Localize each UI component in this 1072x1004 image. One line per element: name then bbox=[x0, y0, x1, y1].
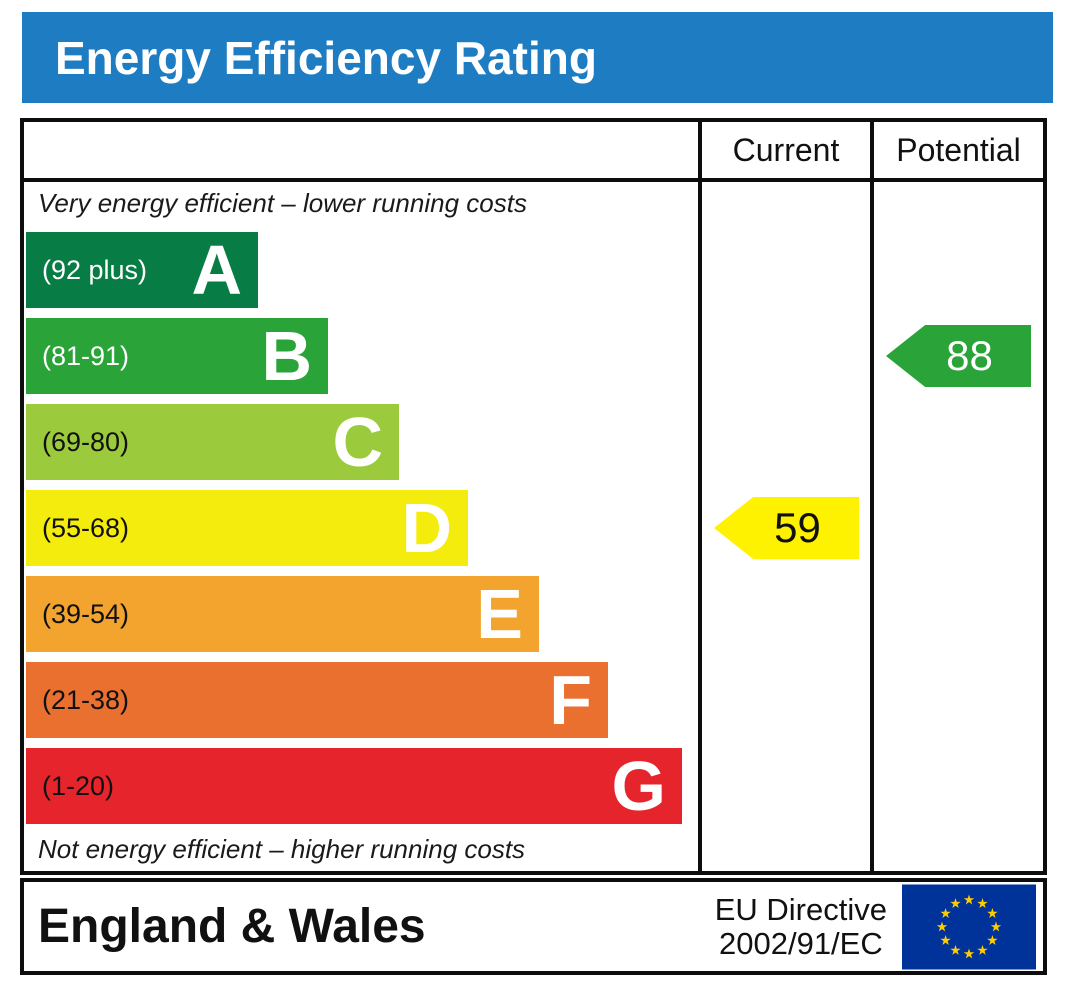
band-letter: F bbox=[549, 661, 592, 739]
band-range-label: (55-68) bbox=[42, 512, 130, 543]
footer-bar: England & Wales EU Directive 2002/91/EC bbox=[20, 878, 1047, 975]
band-b: (81-91) B bbox=[26, 318, 328, 394]
region-label: England & Wales bbox=[38, 900, 426, 953]
band-range-label: (21-38) bbox=[42, 684, 130, 715]
current-rating-pointer: 59 bbox=[714, 497, 859, 559]
header-row-divider bbox=[24, 178, 1043, 182]
band-range-label: (39-54) bbox=[42, 598, 130, 629]
current-column-header: Current bbox=[732, 131, 840, 168]
band-letter: A bbox=[191, 231, 242, 309]
band-range-label: (92 plus) bbox=[42, 254, 148, 285]
band-d: (55-68) D bbox=[26, 490, 468, 566]
band-letter: C bbox=[332, 403, 383, 481]
bottom-caption: Not energy efficient – higher running co… bbox=[38, 834, 526, 864]
band-letter: D bbox=[401, 489, 452, 567]
band-letter: E bbox=[476, 575, 523, 653]
rating-bands: (92 plus) A (81-91) B (69-80) C (55-68) D (39-54… bbox=[26, 232, 682, 834]
potential-column-header: Potential bbox=[896, 131, 1021, 168]
eu-directive-label: EU Directive 2002/91/EC bbox=[714, 891, 887, 961]
top-caption: Very energy efficient – lower running co… bbox=[38, 188, 527, 218]
column-divider-current bbox=[698, 122, 702, 871]
band-range-label: (1-20) bbox=[42, 770, 115, 801]
band-f: (21-38) F bbox=[26, 662, 608, 738]
band-letter: B bbox=[261, 317, 312, 395]
band-c: (69-80) C bbox=[26, 404, 399, 480]
band-range-label: (81-91) bbox=[42, 340, 130, 371]
potential-rating-pointer: 88 bbox=[886, 325, 1031, 387]
eu-directive-line1: EU Directive bbox=[714, 891, 887, 927]
eu-flag-icon bbox=[902, 884, 1036, 969]
rating-table: Current Potential Very energy efficient … bbox=[20, 118, 1047, 875]
band-letter: G bbox=[611, 747, 666, 825]
page-title: Energy Efficiency Rating bbox=[55, 31, 597, 84]
band-e: (39-54) E bbox=[26, 576, 539, 652]
band-range-label: (69-80) bbox=[42, 426, 130, 457]
title-bar: Energy Efficiency Rating bbox=[22, 12, 1053, 103]
band-a: (92 plus) A bbox=[26, 232, 258, 308]
band-g: (1-20) G bbox=[26, 748, 682, 824]
column-divider-potential bbox=[870, 122, 874, 871]
eu-directive-line2: 2002/91/EC bbox=[719, 925, 883, 961]
